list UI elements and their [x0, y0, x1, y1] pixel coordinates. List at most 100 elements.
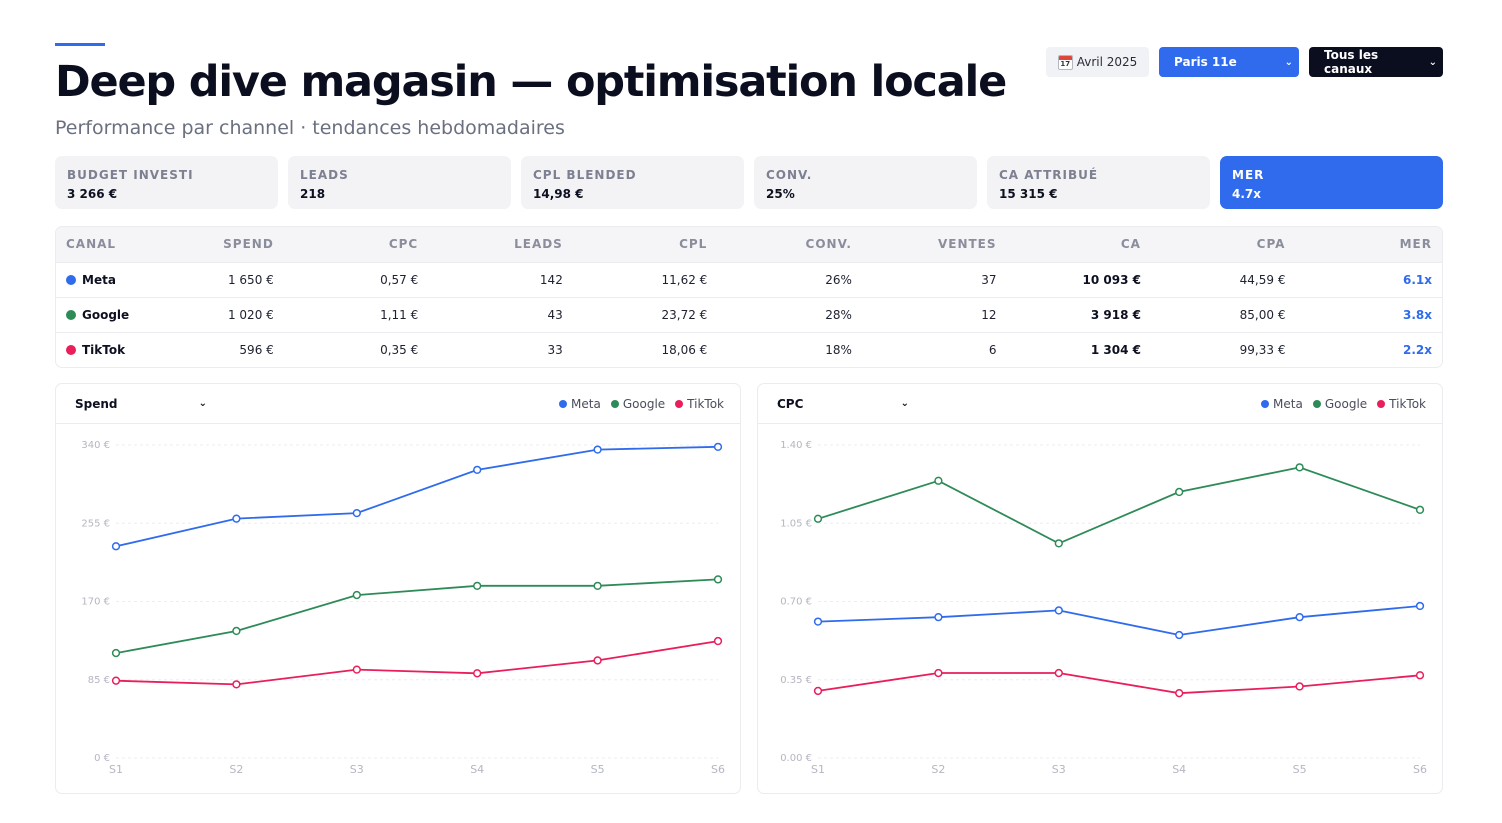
column-header[interactable]: CPL — [679, 237, 708, 252]
store-select-value: Paris 11e — [1174, 55, 1237, 69]
data-point-meta — [934, 613, 943, 622]
series-line-google — [817, 466, 1421, 545]
y-tick-label: 0 € — [94, 753, 110, 764]
series-line-tiktok — [115, 640, 719, 686]
data-point-google — [1175, 487, 1184, 497]
chevron-down-icon: ⌄ — [1284, 56, 1293, 68]
metric-select[interactable]: Spend ⌄ — [75, 397, 207, 411]
y-tick-label: 255 € — [81, 518, 110, 529]
x-tick-label: S1 — [109, 763, 123, 776]
data-point-tiktok — [1295, 682, 1304, 691]
legend-label: Meta — [1273, 396, 1303, 411]
data-point-meta — [473, 465, 482, 475]
data-point-tiktok — [232, 680, 241, 689]
column-header[interactable]: CONV. — [805, 237, 852, 252]
legend-label: Google — [622, 396, 666, 411]
x-tick-label: S6 — [1413, 763, 1427, 776]
column-header[interactable]: CANAL — [66, 237, 117, 252]
data-point-google — [713, 575, 723, 584]
spend-cell: 1 020 € — [227, 307, 274, 322]
table-row[interactable]: Google 1 020 € 1,11 € 43 23,72 € 28% 12 … — [56, 297, 1442, 332]
kpi-value: 3 266 € — [67, 187, 118, 201]
legend-label: Google — [1324, 396, 1368, 411]
kpi-value: 14,98 € — [533, 187, 584, 201]
legend-item: Meta — [1261, 397, 1303, 411]
chevron-down-icon: ⌄ — [900, 398, 909, 409]
ca-cell: 3 918 € — [1090, 307, 1141, 322]
kpi-label: CONV. — [766, 168, 813, 182]
x-tick-label: S2 — [229, 763, 243, 776]
kpi-label: CPL BLENDED — [533, 168, 637, 182]
column-header[interactable]: SPEND — [223, 237, 274, 252]
x-tick-label: S5 — [591, 763, 605, 776]
data-point-meta — [1295, 613, 1304, 622]
column-header[interactable]: VENTES — [937, 237, 997, 252]
chart-legend: Meta Google TikTok — [1261, 397, 1426, 411]
channel-table: CANAL SPEND CPC LEADS CPL CONV. VENTES C… — [55, 226, 1443, 368]
table-row[interactable]: TikTok 596 € 0,35 € 33 18,06 € 18% 6 1 3… — [56, 332, 1442, 367]
y-tick-label: 170 € — [81, 597, 110, 608]
kpi-row: BUDGET INVESTI 3 266 € LEADS 218 CPL BLE… — [55, 156, 1443, 209]
leads-cell: 33 — [547, 342, 563, 357]
data-point-meta — [713, 442, 723, 451]
column-header[interactable]: CPC — [388, 237, 419, 252]
kpi-value: 4.7x — [1232, 187, 1261, 201]
leads-cell: 142 — [539, 272, 563, 287]
chevron-down-icon: ⌄ — [198, 398, 207, 409]
legend-dot — [610, 399, 619, 408]
ca-cell: 10 093 € — [1082, 272, 1141, 287]
chevron-down-icon: ⌄ — [1428, 56, 1437, 68]
cpc-cell: 0,35 € — [380, 342, 419, 357]
date-picker[interactable]: 17 Avril 2025 — [1046, 47, 1149, 77]
canal-name: Meta — [82, 272, 116, 287]
column-header[interactable]: MER — [1399, 237, 1432, 252]
kpi-label: BUDGET INVESTI — [67, 168, 194, 182]
canal-name: TikTok — [82, 342, 126, 357]
column-header[interactable]: CPA — [1256, 237, 1286, 252]
legend-label: TikTok — [1389, 396, 1426, 411]
channel-select[interactable]: Tous les canaux ⌄ — [1309, 47, 1443, 77]
date-label: Avril 2025 — [1076, 55, 1138, 69]
tiktok-color-dot — [66, 344, 76, 355]
x-tick-label: S6 — [711, 763, 725, 776]
data-point-google — [1415, 505, 1425, 514]
data-point-meta — [352, 508, 361, 518]
data-point-google — [593, 581, 602, 591]
data-point-tiktok — [1175, 689, 1184, 698]
x-tick-label: S4 — [470, 763, 484, 776]
y-tick-label: 1.05 € — [780, 518, 812, 529]
data-point-meta — [593, 445, 602, 454]
data-point-google — [232, 626, 241, 636]
legend-item: TikTok — [1377, 397, 1426, 411]
legend-item: Google — [610, 396, 666, 411]
column-header[interactable]: CA — [1120, 237, 1141, 252]
page-title: Deep dive magasin — optimisation locale — [55, 57, 1007, 107]
google-color-dot — [66, 309, 76, 320]
table-row[interactable]: Meta 1 650 € 0,57 € 142 11,62 € 26% 37 1… — [56, 262, 1442, 297]
ca-cell: 1 304 € — [1090, 342, 1141, 357]
y-tick-label: 0.00 € — [780, 753, 812, 764]
spend-line-chart: 0 € 85 € 170 € 255 € 340 € S1 S2 S3 S4 S5 S6 — [81, 440, 725, 776]
conv-cell: 18% — [825, 342, 852, 357]
column-header[interactable]: LEADS — [514, 237, 563, 252]
cpc-cell: 1,11 € — [380, 307, 419, 322]
y-tick-label: 340 € — [81, 440, 110, 451]
data-point-meta — [813, 617, 823, 626]
conv-cell: 26% — [825, 272, 852, 287]
kpi-label: CA ATTRIBUÉ — [999, 168, 1099, 182]
x-tick-label: S3 — [1052, 763, 1066, 776]
y-tick-label: 0.35 € — [780, 675, 812, 686]
kpi-value: 25% — [766, 187, 795, 201]
data-point-tiktok — [473, 669, 482, 678]
x-tick-label: S4 — [1172, 763, 1186, 776]
data-point-google — [111, 648, 121, 658]
leads-cell: 43 — [547, 307, 563, 322]
x-tick-label: S3 — [350, 763, 364, 776]
store-select[interactable]: Paris 11e ⌄ — [1159, 47, 1299, 77]
kpi-label: MER — [1232, 168, 1265, 182]
metric-select[interactable]: CPC ⌄ — [777, 397, 909, 411]
kpi-card-leads: LEADS 218 — [288, 156, 511, 209]
page-subtitle: Performance par channel · tendances hebd… — [55, 117, 565, 139]
data-point-tiktok — [593, 656, 602, 665]
chart-header: CPC ⌄ Meta Google TikTok — [758, 384, 1442, 424]
